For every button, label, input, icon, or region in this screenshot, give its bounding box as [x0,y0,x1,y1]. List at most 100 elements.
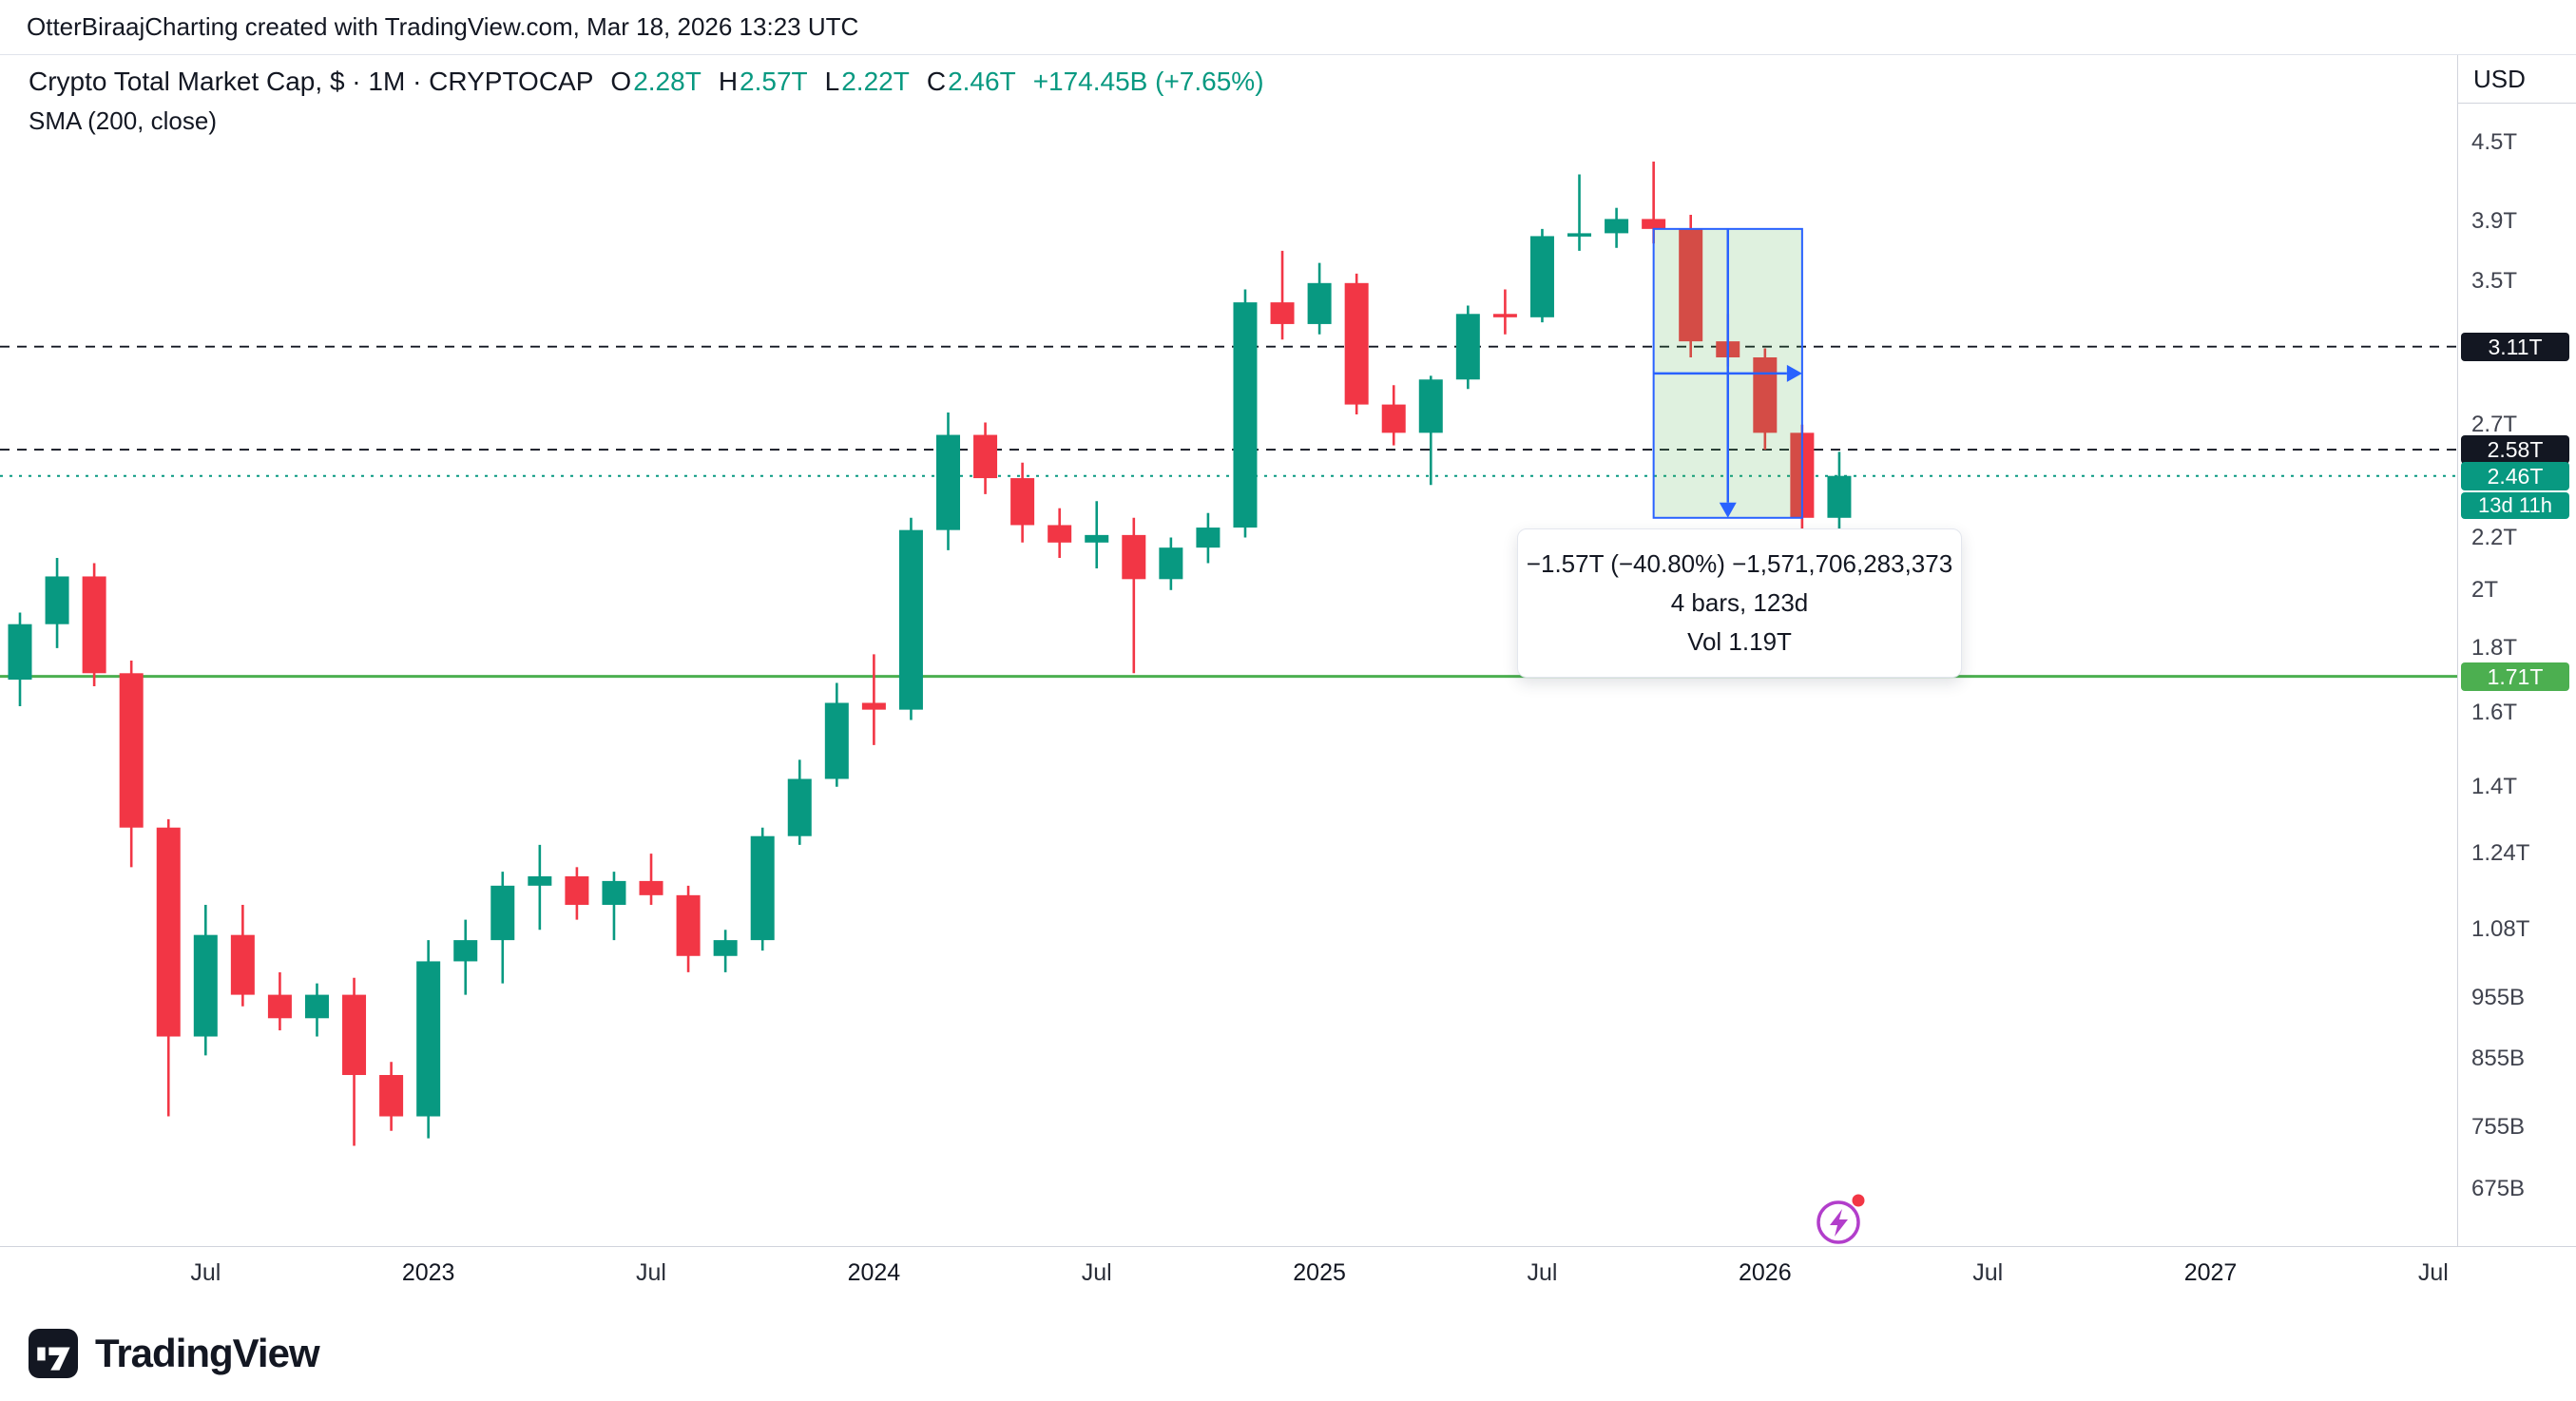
price-badge: 2.46T [2461,461,2569,490]
candle-body[interactable] [1048,525,1072,543]
candle-body[interactable] [565,876,589,906]
candle-body[interactable] [973,434,998,479]
price-tick-label: 2.7T [2471,411,2518,437]
candle-body[interactable] [1159,547,1183,580]
time-tick-label[interactable]: 2025 [1293,1259,1346,1286]
candle-body[interactable] [639,880,663,895]
price-tick-label: 955B [2471,984,2526,1010]
time-tick-label[interactable]: Jul [636,1259,666,1286]
candle-body[interactable] [1344,282,1369,405]
candle-body[interactable] [1233,302,1258,528]
time-tick-label[interactable]: Jul [190,1259,221,1286]
price-badge: 1.71T [2461,662,2569,691]
candle-body[interactable] [1605,219,1629,234]
legend: Crypto Total Market Cap, $ · 1M · CRYPTO… [29,67,1264,136]
price-tick-label: 1.6T [2471,700,2518,726]
price-tick-label: 4.5T [2471,129,2518,156]
candlestick-plot[interactable] [0,0,2457,1246]
candle-body[interactable] [676,894,701,956]
candle-body[interactable] [82,576,106,674]
symbol-title[interactable]: Crypto Total Market Cap, $ · 1M · CRYPTO… [29,67,594,96]
magic-circle [1817,1200,1860,1244]
price-tick-label: 855B [2471,1045,2526,1071]
price-badge: 2.58T [2461,435,2569,465]
candle-body[interactable] [156,827,181,1037]
candle-body[interactable] [1753,356,1778,433]
time-tick-label[interactable]: 2023 [401,1259,455,1286]
price-tick-label: 2.2T [2471,524,2518,550]
ohlc-change: +174.45B (+7.65%) [1032,67,1264,96]
ohlc-close: C2.46T [926,67,1016,96]
candle-body[interactable] [45,576,69,624]
candle-body[interactable] [787,778,812,836]
candle-body[interactable] [1827,475,1852,518]
time-tick-label[interactable]: Jul [1527,1259,1558,1286]
candle-body[interactable] [1679,228,1703,342]
measure-bars: 4 bars, 123d [1670,588,1809,617]
time-tick-label[interactable]: Jul [1972,1259,2004,1286]
price-axis[interactable]: USD 4.5T 3.9T 3.5T 2.7T 2.2T 2T 1.8T 1.6T 1.4T 1.… [2457,55,2576,1246]
tradingview-wordmark: TradingView [95,1331,320,1375]
candle-body[interactable] [898,529,923,710]
candle-body[interactable] [453,940,478,962]
measure-volume: Vol 1.19T [1687,627,1792,656]
footer-brand[interactable]: TradingView [29,1329,320,1378]
candle-body[interactable] [1381,404,1406,433]
candle-body[interactable] [602,880,626,906]
candle-body[interactable] [193,934,218,1037]
credit-text: OtterBiraajCharting created with Trading… [27,12,859,41]
time-axis[interactable]: Jul 2023 Jul 2024 Jul 2025 Jul 2026 Jul 2027 Jul [0,1246,2576,1300]
price-tick-label: 1.4T [2471,773,2518,799]
candle-body[interactable] [1270,302,1295,324]
candle-body[interactable] [1567,233,1592,237]
candle-body[interactable] [528,876,552,886]
currency-label[interactable]: USD [2458,55,2576,104]
price-tick-label: 1.08T [2471,916,2530,943]
candle-body[interactable] [230,934,255,995]
time-tick-label[interactable]: 2024 [847,1259,901,1286]
candle-body[interactable] [1010,478,1035,526]
candle-body[interactable] [1455,314,1480,380]
candle-body[interactable] [1492,314,1517,317]
candle-body[interactable] [1122,534,1146,580]
candle-body[interactable] [267,994,292,1019]
price-tick-label: 755B [2471,1113,2526,1140]
indicator-label[interactable]: SMA (200, close) [29,106,217,135]
price-tick-label: 3.5T [2471,268,2518,295]
candle-body[interactable] [1642,219,1666,229]
time-tick-label[interactable]: Jul [1081,1259,1112,1286]
candle-body[interactable] [936,434,960,530]
candle-body[interactable] [1085,534,1109,543]
candle-body[interactable] [750,835,775,941]
ohlc-high: H2.57T [718,67,808,96]
candle-body[interactable] [304,994,329,1019]
notification-dot [1852,1194,1865,1207]
candle-body[interactable] [1307,282,1332,324]
bar-countdown-badge: 13d 11h [2461,491,2569,519]
candle-body[interactable] [8,624,32,681]
candle-body[interactable] [119,673,144,828]
ohlc-low: L2.22T [824,67,910,96]
lightning-bolt-icon [1830,1209,1848,1237]
candle-body[interactable] [490,885,515,941]
candle-body[interactable] [713,940,738,956]
price-tick-label: 1.24T [2471,840,2530,867]
candle-body[interactable] [379,1075,404,1117]
candle-body[interactable] [824,702,849,779]
candle-body[interactable] [861,702,886,710]
time-tick-label[interactable]: 2027 [2183,1259,2238,1286]
candle-body[interactable] [1418,379,1443,433]
time-tick-label[interactable]: 2026 [1739,1259,1792,1286]
credit-bar: OtterBiraajCharting created with Trading… [0,0,2576,55]
measure-arrowhead-down-icon [1719,502,1737,518]
candle-body[interactable] [1196,528,1221,548]
time-tick-label[interactable]: Jul [2417,1259,2449,1286]
measure-tooltip: −1.57T (−40.80%) −1,571,706,283,373 4 ba… [1517,528,1962,678]
candle-body[interactable] [1529,236,1554,317]
price-tick-label: 3.9T [2471,208,2518,235]
candle-body[interactable] [342,994,367,1076]
price-tick-label: 1.8T [2471,634,2518,661]
candle-body[interactable] [416,961,441,1117]
magic-ai-icon[interactable] [1810,1188,1873,1251]
